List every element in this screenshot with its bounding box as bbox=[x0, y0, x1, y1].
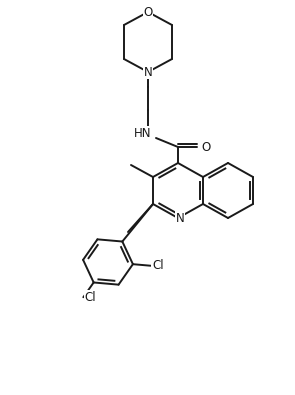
Text: Cl: Cl bbox=[152, 259, 164, 272]
Text: N: N bbox=[176, 211, 184, 224]
Text: O: O bbox=[143, 6, 153, 19]
Text: N: N bbox=[144, 66, 153, 79]
Text: O: O bbox=[201, 141, 211, 154]
Text: Cl: Cl bbox=[85, 291, 96, 304]
Text: HN: HN bbox=[134, 126, 152, 139]
